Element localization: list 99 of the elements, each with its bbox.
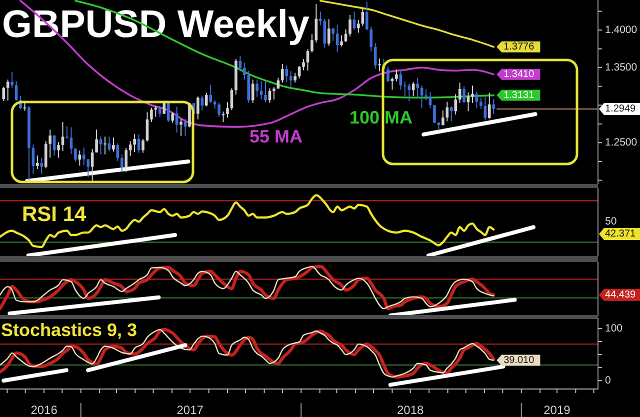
candlestick — [374, 42, 377, 70]
candlestick — [475, 91, 478, 109]
candlestick — [226, 102, 229, 118]
candlestick — [14, 80, 18, 102]
chart-title: Stochastics 9, 3 — [1, 320, 138, 340]
candlestick — [40, 157, 44, 174]
candlestick — [36, 154, 39, 170]
candlestick — [424, 88, 428, 101]
candlestick — [332, 27, 334, 42]
candlestick — [251, 79, 254, 104]
candlestick — [348, 14, 352, 37]
candlestick — [433, 104, 436, 124]
candlestick — [204, 92, 208, 107]
candlestick — [370, 26, 373, 52]
candlestick — [57, 141, 60, 158]
candlestick — [302, 58, 305, 71]
candlestick — [268, 88, 272, 104]
candlestick — [10, 71, 14, 88]
candlestick — [133, 134, 136, 153]
candlestick — [416, 77, 419, 98]
candlestick — [450, 106, 453, 122]
y-tick-label: 1.4000 — [605, 24, 638, 36]
candlestick — [95, 129, 98, 153]
candlestick — [442, 110, 444, 126]
candlestick — [386, 66, 390, 83]
candlestick — [124, 147, 128, 172]
candlestick — [404, 80, 406, 98]
candlestick — [446, 101, 449, 122]
candlestick — [61, 122, 64, 152]
y-tick-label: 1.2500 — [605, 136, 638, 149]
candlestick — [209, 84, 212, 104]
data-label: 1.3776 — [504, 41, 535, 52]
series-label: 100 MA — [349, 107, 413, 128]
candlestick — [74, 147, 77, 162]
text: 44.439 — [605, 289, 636, 300]
candlestick — [357, 19, 360, 34]
candlestick — [180, 118, 182, 136]
candlestick — [492, 98, 496, 115]
candlestick — [395, 68, 398, 82]
chart-title: RSI 14 — [22, 203, 87, 226]
candlestick — [150, 107, 153, 123]
candlestick — [112, 136, 115, 152]
candlestick — [289, 70, 292, 88]
x-tick-label: 2016 — [30, 403, 58, 417]
candlestick — [78, 150, 82, 166]
candlestick — [184, 118, 187, 136]
candlestick — [86, 158, 90, 178]
candlestick — [142, 138, 144, 154]
candlestick — [294, 72, 296, 84]
text: 42.371 — [605, 228, 636, 240]
candlestick — [48, 129, 52, 158]
candlestick — [158, 105, 162, 118]
candlestick — [66, 126, 68, 140]
candlestick — [218, 102, 220, 118]
candlestick — [222, 111, 225, 123]
candlestick — [171, 112, 174, 124]
candlestick — [327, 18, 330, 46]
candlestick — [323, 18, 326, 48]
candlestick — [306, 48, 310, 72]
candlestick — [471, 85, 474, 104]
candlestick — [378, 58, 381, 72]
candlestick — [310, 34, 314, 54]
candlestick — [108, 136, 111, 152]
candlestick — [412, 82, 415, 97]
series-label: 55 MA — [249, 126, 303, 146]
candlestick — [340, 34, 343, 48]
y-tick-label: 1.3500 — [605, 62, 638, 74]
y-tick-label: 0 — [605, 374, 611, 387]
x-tick-label: 2017 — [176, 403, 204, 417]
text: 50 — [605, 216, 617, 228]
candlestick — [285, 64, 288, 83]
candlestick — [104, 136, 106, 155]
data-label: 1.3131 — [504, 90, 535, 101]
candlestick — [44, 140, 48, 169]
line-series — [320, 0, 495, 48]
x-tick-label: 2018 — [396, 403, 424, 417]
candlestick — [408, 83, 411, 102]
candlestick — [256, 79, 258, 98]
y-tick-label: 100 — [605, 322, 623, 334]
ref-line-label: 1.2949 — [605, 103, 636, 114]
candlestick — [454, 94, 457, 116]
candlestick — [82, 147, 86, 166]
candlestick — [272, 86, 276, 100]
candlestick — [480, 97, 482, 110]
candlestick — [2, 86, 6, 102]
candlestick — [120, 154, 124, 172]
candlestick — [462, 86, 466, 104]
data-label: 39.010 — [504, 354, 535, 366]
candlestick — [365, 1, 368, 31]
candlestick — [319, 11, 322, 26]
data-label: 1.3410 — [504, 68, 535, 80]
x-tick-label: 2019 — [544, 403, 571, 417]
candlestick — [264, 80, 267, 103]
candlestick — [242, 62, 246, 80]
candlestick — [196, 96, 200, 120]
candlestick — [6, 79, 10, 102]
candlestick — [488, 92, 491, 120]
candlestick — [281, 63, 284, 84]
candlestick — [200, 95, 204, 111]
